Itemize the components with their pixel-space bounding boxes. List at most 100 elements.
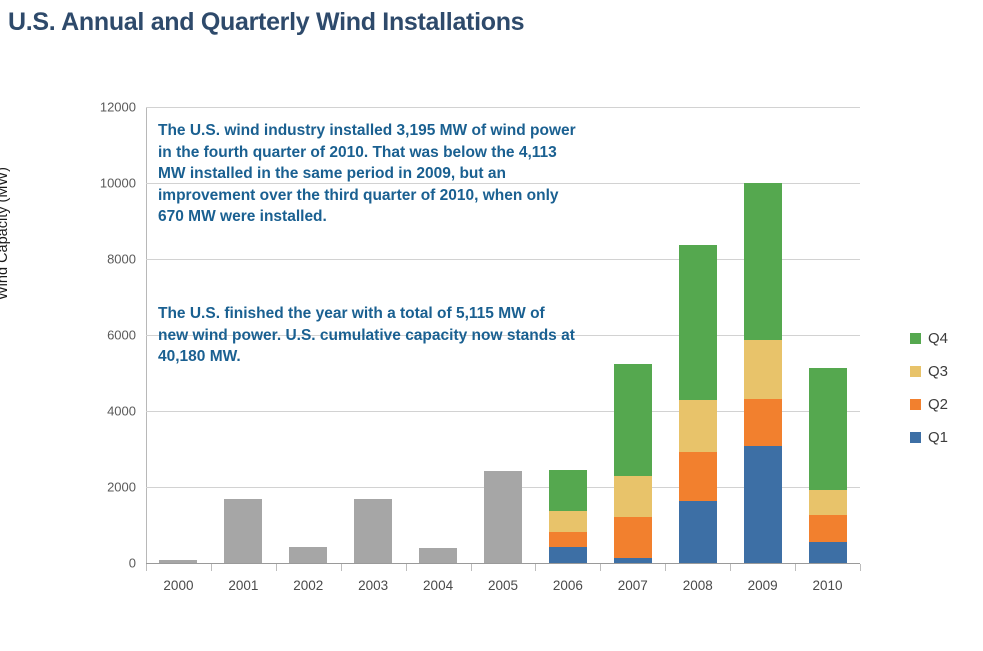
bar-segment-2007-q2[interactable] [613, 516, 652, 559]
x-tick-label-2000: 2000 [163, 578, 194, 593]
bar-segment-2006-q4[interactable] [548, 469, 587, 511]
bar-segment-2000-total[interactable] [159, 560, 198, 563]
legend-item-q1[interactable]: Q1 [910, 421, 948, 454]
bar-segment-2010-q1[interactable] [808, 542, 847, 563]
bar-stack-2008 [678, 245, 717, 563]
legend: Q4 Q3 Q2 Q1 [910, 322, 948, 454]
gridline-6000 [146, 335, 860, 336]
x-tick-label-2004: 2004 [423, 578, 454, 593]
legend-item-q2[interactable]: Q2 [910, 388, 948, 421]
bar-group-2003[interactable] [354, 107, 393, 563]
legend-label-q4: Q4 [928, 330, 949, 347]
x-tick-label-2003: 2003 [358, 578, 389, 593]
gridline-12000 [146, 107, 860, 108]
y-tick-label-10000: 10000 [99, 175, 136, 191]
x-tick-mark-2001 [210, 564, 212, 571]
gridline-10000 [146, 183, 860, 184]
gridline-0 [146, 563, 860, 564]
legend-label-q3: Q3 [928, 363, 949, 380]
bar-segment-2008-q2[interactable] [678, 452, 717, 502]
annotation-annual-summary: The U.S. finished the year with a total … [158, 305, 575, 365]
x-tick-mark-2010 [795, 564, 797, 571]
y-axis-label: Wind Capacity (MW) [0, 167, 11, 300]
bar-segment-2009-q3[interactable] [743, 339, 782, 399]
bar-stack-2000 [159, 560, 198, 563]
legend-swatch-q2-icon [910, 399, 921, 410]
annotation-quarterly-summary: The U.S. wind industry installed 3,195 M… [158, 122, 576, 225]
x-tick-mark-2008 [665, 564, 667, 571]
x-tick-label-2010: 2010 [812, 578, 843, 593]
bar-segment-2009-q4[interactable] [743, 183, 782, 340]
bar-segment-2003-total[interactable] [354, 498, 393, 563]
x-tick-label-2001: 2001 [228, 578, 259, 593]
bar-segment-2004-total[interactable] [419, 548, 458, 563]
bar-stack-2002 [289, 547, 328, 563]
bar-segment-2010-q3[interactable] [808, 489, 847, 516]
x-tick-mark-2004 [405, 564, 407, 571]
bar-group-2000[interactable] [159, 107, 198, 563]
y-tick-label-12000: 12000 [99, 99, 136, 115]
bar-segment-2010-q2[interactable] [808, 515, 847, 543]
legend-swatch-q4-icon [910, 333, 921, 344]
bar-segment-2001-total[interactable] [224, 498, 263, 563]
x-tick-mark-2007 [600, 564, 602, 571]
x-tick-mark-2000 [146, 564, 147, 571]
bar-series-container [146, 107, 860, 563]
bar-segment-2008-q1[interactable] [678, 501, 717, 563]
y-tick-label-0: 0 [128, 555, 136, 571]
bar-stack-2001 [224, 498, 263, 563]
x-tick-label-2002: 2002 [293, 578, 324, 593]
x-tick-mark-end [860, 564, 861, 571]
bar-segment-2006-q2[interactable] [548, 531, 587, 548]
legend-swatch-q3-icon [910, 366, 921, 377]
bar-segment-2009-q1[interactable] [743, 445, 782, 563]
bar-group-2006[interactable] [548, 107, 587, 563]
bar-group-2010[interactable] [808, 107, 847, 563]
bar-group-2009[interactable] [743, 107, 782, 563]
gridline-8000 [146, 259, 860, 260]
y-axis-ticks: 0 2000 4000 6000 8000 10000 12000 [68, 0, 214, 651]
bar-segment-2005-total[interactable] [484, 470, 522, 563]
bar-segment-2002-total[interactable] [289, 547, 328, 563]
bar-stack-2007 [613, 363, 652, 563]
bar-segment-2007-q4[interactable] [613, 363, 652, 476]
bar-segment-2008-q4[interactable] [678, 245, 717, 400]
bar-segment-2006-q1[interactable] [548, 547, 587, 563]
x-tick-label-2009: 2009 [747, 578, 778, 593]
x-tick-label-2005: 2005 [487, 578, 518, 593]
bar-stack-2006 [548, 469, 587, 563]
bar-group-2002[interactable] [289, 107, 328, 563]
bar-segment-2010-q4[interactable] [808, 368, 847, 490]
y-tick-label-4000: 4000 [107, 403, 136, 419]
y-tick-label-8000: 8000 [107, 251, 136, 267]
y-tick-label-2000: 2000 [107, 479, 136, 495]
legend-item-q4[interactable]: Q4 [910, 322, 948, 355]
bar-stack-2009 [743, 183, 782, 563]
x-tick-label-2008: 2008 [682, 578, 713, 593]
x-tick-mark-2002 [275, 564, 277, 571]
bar-segment-2007-q3[interactable] [613, 475, 652, 517]
legend-item-q3[interactable]: Q3 [910, 355, 948, 388]
bar-group-2005[interactable] [484, 107, 522, 563]
bar-segment-2007-q1[interactable] [613, 558, 652, 563]
bar-stack-2010 [808, 368, 847, 563]
legend-swatch-q1-icon [910, 432, 921, 443]
x-tick-mark-2005 [470, 564, 472, 571]
bar-stack-2004 [419, 548, 458, 563]
gridline-4000 [146, 411, 860, 412]
bar-group-2008[interactable] [678, 107, 717, 563]
bar-group-2001[interactable] [224, 107, 263, 563]
bar-group-2004[interactable] [419, 107, 458, 563]
x-tick-mark-2003 [340, 564, 342, 571]
page-title: U.S. Annual and Quarterly Wind Installat… [8, 8, 525, 36]
x-tick-mark-2009 [730, 564, 732, 571]
bar-stack-2005 [484, 470, 522, 563]
x-tick-label-2006: 2006 [552, 578, 583, 593]
x-tick-mark-2006 [535, 564, 537, 571]
bar-segment-2008-q3[interactable] [678, 400, 717, 453]
bar-segment-2006-q3[interactable] [548, 510, 587, 532]
bar-group-2007[interactable] [613, 107, 652, 563]
legend-label-q1: Q1 [928, 429, 949, 446]
bar-segment-2009-q2[interactable] [743, 398, 782, 446]
